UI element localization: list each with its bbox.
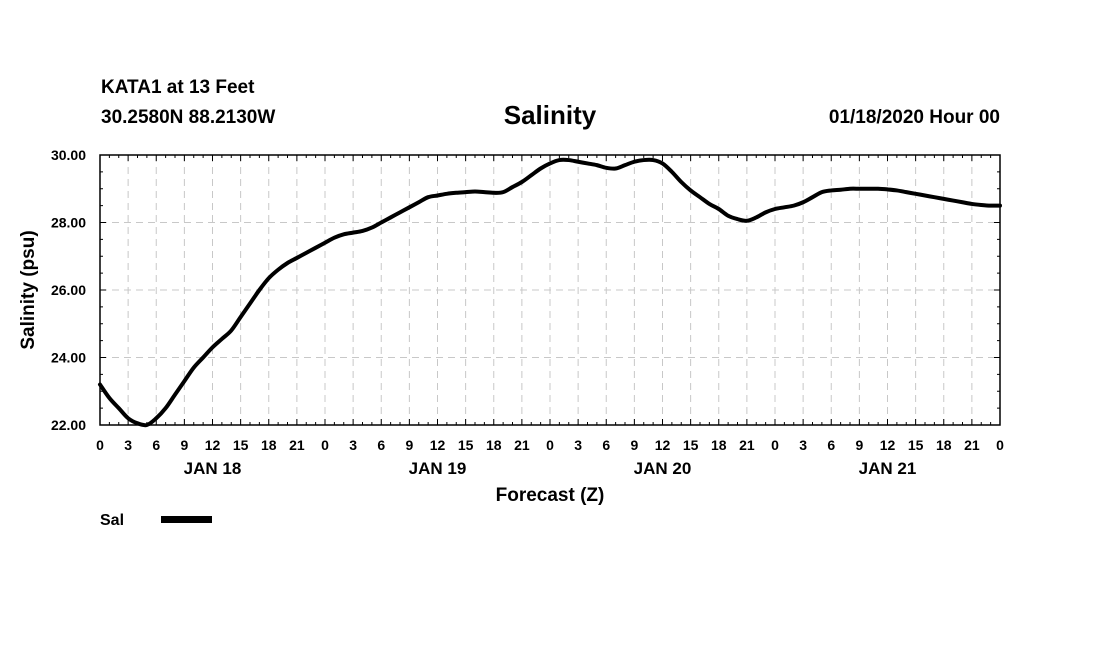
x-tick-label: 6	[827, 437, 835, 453]
x-tick-label: 0	[996, 437, 1004, 453]
legend-label: Sal	[100, 512, 124, 529]
day-label: JAN 21	[859, 459, 917, 478]
x-tick-label: 18	[711, 437, 727, 453]
y-tick-label: 28.00	[51, 215, 86, 231]
label-layer: 0 3 6 9 12 15 18 21 0 3 6 9 12 15 18 21 0 3 6 9 12 15 18 21 0 3 6 9…	[18, 147, 1004, 506]
x-tick-label: 15	[458, 437, 474, 453]
x-tick-label: 12	[655, 437, 671, 453]
day-label: JAN 18	[184, 459, 242, 478]
day-label: JAN 20	[634, 459, 692, 478]
x-tick-label: 21	[289, 437, 305, 453]
station-label: KATA1 at 13 Feet	[101, 77, 255, 98]
x-tick-label: 3	[349, 437, 357, 453]
x-tick-label: 9	[405, 437, 413, 453]
plot-frame	[99, 154, 1001, 426]
coordinates-label: 30.2580N 88.2130W	[101, 107, 276, 128]
x-tick-label: 21	[514, 437, 530, 453]
x-tick-label: 15	[683, 437, 699, 453]
x-tick-label: 3	[799, 437, 807, 453]
legend: Sal	[100, 512, 212, 529]
grid-layer	[100, 155, 1000, 425]
legend-swatch	[161, 516, 212, 523]
x-tick-label: 3	[124, 437, 132, 453]
chart-title: Salinity	[503, 100, 597, 130]
x-tick-label: 0	[321, 437, 329, 453]
x-tick-label: 3	[574, 437, 582, 453]
x-tick-label: 0	[546, 437, 554, 453]
y-axis-title: Salinity (psu)	[18, 230, 39, 349]
x-tick-label: 12	[430, 437, 446, 453]
x-tick-label: 18	[486, 437, 502, 453]
forecast-datetime: 01/18/2020 Hour 00	[828, 107, 1000, 128]
x-tick-label: 15	[908, 437, 924, 453]
x-tick-label: 0	[96, 437, 104, 453]
x-tick-label: 9	[855, 437, 863, 453]
y-tick-label: 22.00	[51, 417, 86, 433]
x-tick-label: 18	[261, 437, 277, 453]
series-layer	[98, 157, 1002, 428]
x-tick-label: 9	[180, 437, 188, 453]
y-tick-label: 30.00	[51, 147, 86, 163]
x-tick-label: 18	[936, 437, 952, 453]
y-tick-label: 24.00	[51, 350, 86, 366]
x-tick-label: 12	[205, 437, 221, 453]
x-tick-label: 12	[880, 437, 896, 453]
series-line-sal	[98, 157, 1002, 428]
x-tick-label: 6	[377, 437, 385, 453]
x-tick-label: 21	[964, 437, 980, 453]
x-tick-label: 6	[602, 437, 610, 453]
x-tick-label: 0	[771, 437, 779, 453]
x-axis-title: Forecast (Z)	[496, 485, 605, 506]
y-tick-label: 26.00	[51, 282, 86, 298]
x-tick-label: 9	[630, 437, 638, 453]
day-label: JAN 19	[409, 459, 467, 478]
x-tick-label: 21	[739, 437, 755, 453]
x-tick-label: 6	[152, 437, 160, 453]
x-tick-label: 15	[233, 437, 249, 453]
